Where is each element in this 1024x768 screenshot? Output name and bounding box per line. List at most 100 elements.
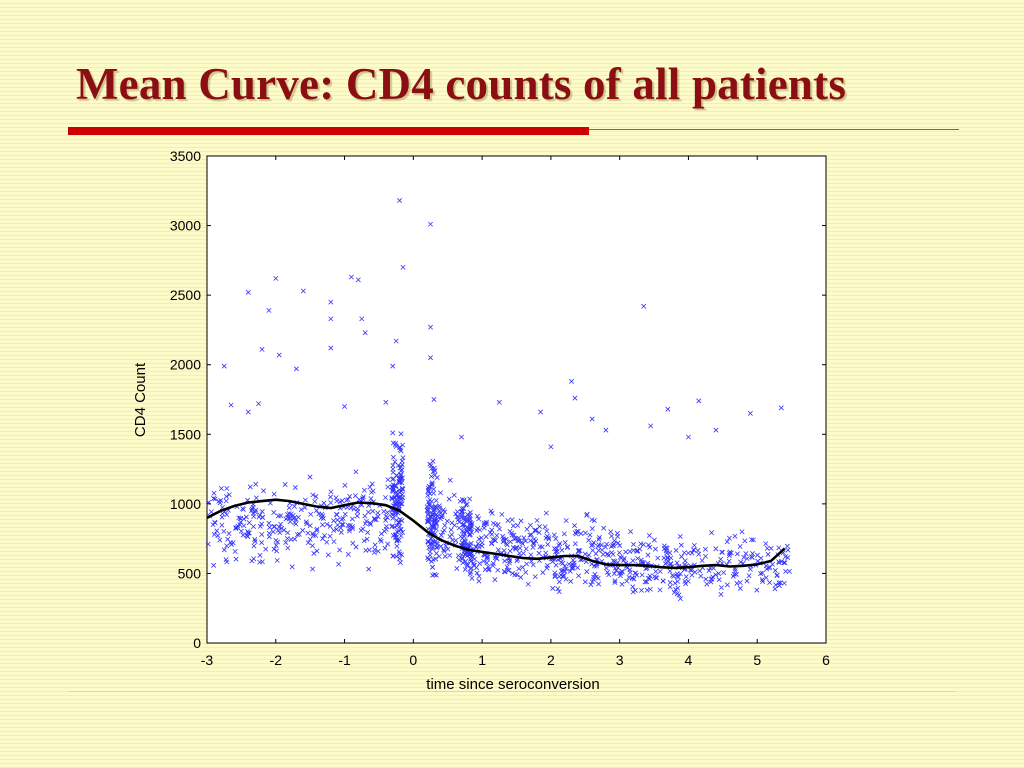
data-point — [430, 572, 436, 578]
data-point — [490, 537, 496, 542]
data-point — [559, 547, 565, 553]
data-point — [754, 552, 760, 558]
data-point — [553, 562, 559, 568]
data-point — [523, 538, 529, 544]
data-point — [399, 501, 405, 507]
data-point — [429, 559, 435, 564]
data-point — [563, 566, 569, 572]
data-point — [553, 536, 559, 542]
data-point — [667, 584, 673, 590]
data-point — [275, 513, 281, 519]
data-point — [328, 500, 334, 506]
data-point — [397, 465, 403, 471]
data-point — [759, 570, 765, 576]
data-point — [492, 555, 498, 561]
data-point — [494, 556, 500, 561]
data-point — [524, 561, 530, 567]
data-point — [337, 499, 343, 505]
data-point — [291, 503, 297, 509]
data-point — [362, 513, 368, 519]
data-point — [763, 541, 769, 547]
data-point — [638, 541, 644, 547]
data-point — [503, 541, 509, 547]
data-point — [527, 532, 533, 538]
data-point — [561, 531, 567, 537]
data-point — [365, 530, 371, 535]
data-point — [319, 522, 325, 528]
data-point — [667, 568, 673, 574]
data-point — [224, 512, 230, 518]
data-point — [445, 546, 451, 552]
data-point — [507, 548, 513, 554]
data-point — [266, 534, 272, 540]
data-point — [253, 495, 259, 501]
data-point — [732, 533, 738, 539]
data-point — [428, 536, 434, 542]
data-point — [679, 554, 685, 560]
data-point — [438, 490, 443, 496]
data-point — [324, 521, 330, 527]
data-point — [678, 542, 684, 548]
data-point — [502, 569, 508, 575]
data-point — [598, 542, 604, 548]
data-point — [349, 516, 355, 522]
data-point — [398, 527, 404, 533]
data-point — [474, 570, 480, 576]
data-point — [734, 551, 740, 557]
data-point — [431, 490, 437, 496]
data-point — [467, 496, 473, 502]
data-point — [355, 277, 361, 283]
data-point — [389, 496, 395, 502]
data-point — [696, 398, 702, 404]
data-point — [390, 462, 396, 468]
data-point — [474, 565, 479, 571]
data-point — [394, 537, 400, 543]
data-point — [390, 469, 396, 475]
data-point — [626, 574, 632, 580]
data-point — [570, 557, 576, 563]
data-point — [539, 544, 545, 550]
data-point — [563, 518, 569, 524]
data-point — [683, 574, 689, 580]
data-point — [345, 522, 351, 528]
data-point — [774, 572, 780, 578]
data-point — [721, 570, 727, 576]
data-point — [428, 463, 434, 469]
data-point — [492, 522, 498, 528]
data-point — [601, 525, 607, 531]
data-point — [433, 526, 439, 532]
data-point — [578, 531, 584, 537]
data-point — [215, 533, 221, 539]
data-point — [697, 568, 703, 574]
data-point — [275, 539, 281, 545]
data-point — [438, 516, 443, 522]
data-point — [324, 539, 330, 545]
data-point — [308, 511, 314, 517]
data-point — [596, 581, 602, 587]
data-point — [708, 579, 714, 585]
data-point — [772, 568, 778, 574]
data-point — [673, 586, 679, 592]
data-point — [224, 543, 230, 549]
data-point — [398, 431, 404, 437]
data-point — [560, 567, 566, 573]
data-point — [584, 569, 590, 575]
data-point — [368, 496, 374, 502]
data-point — [456, 519, 462, 525]
data-point — [644, 579, 650, 585]
data-point — [768, 545, 774, 551]
data-point — [514, 558, 520, 564]
data-point — [443, 543, 449, 549]
data-point — [477, 561, 483, 567]
data-point — [744, 578, 750, 584]
data-point — [361, 487, 367, 493]
data-point — [739, 529, 745, 535]
data-point — [600, 551, 606, 557]
data-point — [278, 521, 284, 527]
data-point — [211, 490, 217, 496]
data-point — [759, 577, 765, 583]
data-point — [606, 572, 612, 578]
data-point — [716, 571, 722, 576]
y-tick-label: 0 — [193, 635, 201, 651]
data-point — [589, 543, 594, 548]
